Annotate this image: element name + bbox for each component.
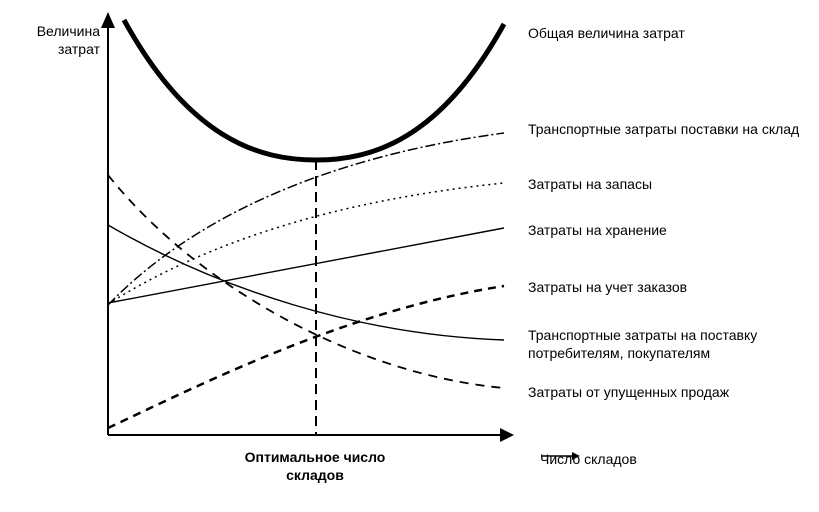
curve-storage: [108, 228, 504, 303]
legend-item-1: Транспортные затраты поставки на склад: [528, 120, 808, 138]
x-axis-label: Число складов: [540, 450, 637, 468]
legend-item-0: Общая величина затрат: [528, 24, 808, 42]
x-axis-optimal-label: Оптимальное число складов: [230, 448, 400, 484]
curve-inventory: [108, 183, 504, 304]
chart-page: Величина затрат Оптимальное число складо…: [0, 0, 819, 512]
chart-canvas: [0, 0, 819, 512]
arrow-right-icon: [540, 450, 580, 462]
legend-item-3: Затраты на хранение: [528, 221, 808, 239]
legend-item-5: Транспортные затраты на поставку потреби…: [528, 326, 808, 362]
curve-order-processing: [108, 286, 504, 428]
curve-total-cost: [124, 20, 504, 160]
legend-item-2: Затраты на запасы: [528, 175, 808, 193]
y-axis-label: Величина затрат: [8, 22, 100, 58]
legend-item-4: Затраты на учет заказов: [528, 278, 808, 296]
legend-item-6: Затраты от упущенных продаж: [528, 383, 808, 401]
curve-lost-sales: [108, 175, 504, 388]
curve-transport-to-customer: [108, 225, 504, 340]
